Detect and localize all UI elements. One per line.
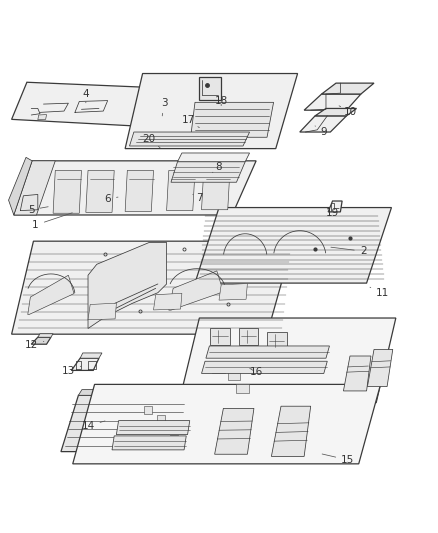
Text: 12: 12 (25, 340, 44, 350)
Polygon shape (328, 201, 342, 212)
Text: 14: 14 (81, 421, 105, 431)
Polygon shape (171, 161, 245, 182)
Text: 11: 11 (370, 287, 389, 298)
Polygon shape (86, 171, 114, 212)
Polygon shape (38, 115, 46, 120)
Polygon shape (177, 153, 250, 161)
Polygon shape (88, 243, 166, 328)
Polygon shape (166, 171, 195, 211)
Polygon shape (179, 318, 396, 403)
Polygon shape (272, 406, 311, 456)
Text: 4: 4 (82, 89, 89, 103)
Polygon shape (219, 284, 247, 300)
Polygon shape (267, 332, 287, 350)
Polygon shape (80, 353, 102, 358)
Text: 6: 6 (104, 194, 118, 204)
Polygon shape (12, 82, 151, 126)
Polygon shape (343, 356, 371, 391)
Polygon shape (195, 207, 392, 283)
Polygon shape (88, 303, 117, 320)
Polygon shape (304, 94, 361, 110)
Polygon shape (367, 350, 393, 386)
Text: 3: 3 (161, 98, 168, 116)
Polygon shape (199, 77, 221, 100)
Text: 13: 13 (62, 366, 81, 376)
Polygon shape (125, 74, 297, 149)
Polygon shape (73, 384, 381, 464)
Polygon shape (201, 171, 230, 210)
Text: 1: 1 (32, 213, 72, 230)
Polygon shape (170, 435, 178, 443)
Polygon shape (212, 364, 225, 374)
Polygon shape (237, 384, 249, 393)
Text: 15: 15 (322, 454, 354, 465)
Polygon shape (31, 337, 51, 344)
Polygon shape (300, 116, 346, 132)
Polygon shape (157, 415, 165, 423)
Text: 20: 20 (143, 134, 160, 148)
Polygon shape (53, 171, 81, 213)
Polygon shape (201, 361, 327, 374)
Text: 19: 19 (326, 208, 339, 218)
Polygon shape (12, 241, 293, 334)
Text: 5: 5 (28, 205, 48, 215)
Polygon shape (61, 395, 186, 451)
Polygon shape (144, 406, 152, 414)
Polygon shape (28, 275, 74, 314)
Text: 10: 10 (339, 106, 357, 117)
Polygon shape (14, 161, 55, 215)
Polygon shape (153, 293, 182, 310)
Polygon shape (164, 425, 172, 433)
Polygon shape (215, 408, 254, 454)
Polygon shape (9, 157, 32, 215)
Text: 17: 17 (182, 115, 199, 128)
Text: 7: 7 (193, 193, 203, 203)
Text: 18: 18 (215, 96, 228, 107)
Text: 16: 16 (250, 367, 263, 377)
Text: 2: 2 (331, 246, 367, 256)
Polygon shape (315, 108, 357, 116)
Polygon shape (321, 83, 374, 94)
Polygon shape (169, 271, 223, 310)
Text: 9: 9 (315, 126, 327, 138)
Polygon shape (228, 370, 240, 380)
Polygon shape (112, 436, 186, 450)
Polygon shape (210, 328, 230, 345)
Polygon shape (130, 132, 250, 146)
Polygon shape (78, 390, 189, 395)
Polygon shape (125, 171, 153, 212)
Text: 8: 8 (212, 162, 223, 173)
Polygon shape (14, 161, 256, 215)
Polygon shape (71, 358, 99, 370)
Polygon shape (117, 421, 190, 434)
Polygon shape (206, 346, 329, 358)
Polygon shape (239, 328, 258, 345)
Polygon shape (38, 334, 53, 337)
Polygon shape (191, 102, 274, 138)
